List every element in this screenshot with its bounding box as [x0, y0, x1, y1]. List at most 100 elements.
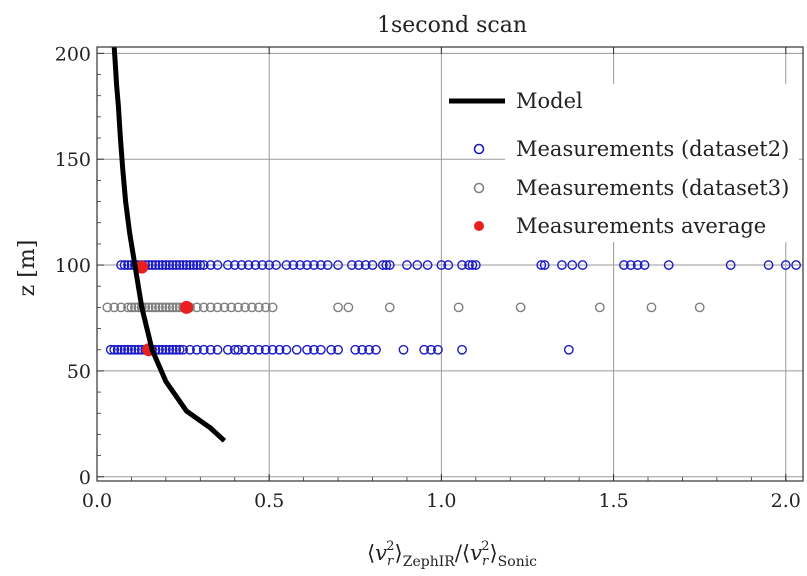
- point-measurements-dataset2: [309, 260, 319, 270]
- point-measurements-dataset3: [694, 302, 705, 313]
- point-measurements-dataset2: [157, 260, 168, 270]
- point-measurements-dataset2: [367, 260, 378, 270]
- point-measurements-dataset2: [302, 344, 312, 355]
- x-label-sub-r: r: [387, 554, 394, 569]
- x-label-slash: /: [455, 541, 463, 565]
- point-measurements-dataset2: [174, 344, 185, 355]
- point-measurements-dataset2: [457, 260, 467, 270]
- point-measurements-dataset2: [195, 260, 206, 270]
- point-measurements-average: [180, 300, 194, 314]
- plot-frame: [96, 46, 804, 482]
- point-measurements-dataset2: [274, 344, 285, 355]
- point-measurements-dataset3: [247, 302, 257, 313]
- point-measurements-dataset2: [185, 260, 195, 270]
- point-measurements-dataset3: [205, 302, 216, 313]
- plot-area: [102, 47, 802, 443]
- point-measurements-dataset3: [102, 302, 113, 313]
- point-measurements-dataset2: [625, 260, 636, 270]
- x-label-sub-r-2: r: [482, 554, 489, 569]
- point-measurements-dataset2: [123, 344, 133, 355]
- point-measurements-dataset2: [577, 260, 588, 270]
- point-measurements-dataset2: [350, 344, 361, 355]
- legend: Model Measurements (dataset2) Measuremen…: [449, 84, 799, 242]
- point-measurements-dataset2: [264, 260, 275, 270]
- point-measurements-dataset2: [295, 260, 306, 270]
- x-label-sub-a: ZephIR: [403, 554, 456, 570]
- point-measurements-dataset2: [632, 260, 643, 270]
- point-measurements-dataset3: [123, 302, 133, 313]
- legend-average-label: Measurements average: [516, 214, 766, 238]
- legend-dataset2-label: Measurements (dataset2): [516, 137, 789, 161]
- point-measurements-dataset2: [198, 260, 209, 270]
- point-measurements-dataset2: [129, 344, 140, 355]
- x-label-sup: 2: [386, 539, 394, 554]
- y-tick-label: 50: [67, 361, 91, 383]
- y-tick-label: 150: [55, 149, 91, 171]
- point-measurements-dataset2: [229, 344, 240, 355]
- point-measurements-dataset2: [150, 260, 161, 270]
- x-label-sup-2: 2: [481, 539, 489, 554]
- point-measurements-dataset2: [639, 260, 650, 270]
- legend-dataset3-label: Measurements (dataset3): [516, 176, 789, 200]
- point-measurements-dataset3: [143, 302, 154, 313]
- point-measurements-dataset2: [443, 260, 454, 270]
- point-measurements-dataset2: [212, 260, 223, 270]
- point-measurements-dataset2: [288, 260, 299, 270]
- point-measurements-dataset3: [129, 302, 140, 313]
- point-measurements-dataset2: [467, 260, 478, 270]
- point-measurements-dataset2: [109, 344, 120, 355]
- point-measurements-dataset2: [205, 344, 216, 355]
- point-measurements-dataset2: [315, 260, 326, 270]
- point-measurements-dataset3: [150, 302, 161, 313]
- point-measurements-dataset2: [164, 344, 175, 355]
- y-tick-label: 100: [55, 255, 91, 277]
- point-measurements-dataset3: [219, 302, 230, 313]
- point-measurements-dataset2: [178, 344, 188, 355]
- point-measurements-dataset2: [333, 260, 343, 270]
- point-measurements-dataset2: [105, 344, 116, 355]
- point-measurements-dataset2: [422, 260, 433, 270]
- x-axis-label: ⟨vr2⟩ZephIR/⟨vr2⟩Sonic: [367, 539, 537, 570]
- point-measurements-dataset3: [343, 302, 354, 313]
- legend-model-label: Model: [516, 89, 583, 113]
- x-tick-label: 0.0: [82, 490, 112, 512]
- point-measurements-dataset2: [426, 344, 436, 355]
- point-measurements-dataset2: [433, 344, 443, 355]
- point-measurements-dataset2: [222, 344, 233, 355]
- point-measurements-dataset3: [333, 302, 343, 313]
- point-measurements-dataset2: [398, 344, 409, 355]
- point-measurements-dataset2: [619, 260, 629, 270]
- point-measurements-dataset3: [160, 302, 171, 313]
- point-measurements-dataset2: [171, 344, 182, 355]
- point-measurements-dataset2: [563, 344, 574, 355]
- point-measurements-dataset2: [663, 260, 674, 270]
- point-measurements-dataset2: [154, 260, 164, 270]
- point-measurements-dataset2: [281, 344, 292, 355]
- legend-dataset2-swatch: [473, 143, 485, 155]
- point-measurements-dataset2: [253, 344, 264, 355]
- point-measurements-dataset2: [126, 344, 137, 355]
- point-measurements-dataset2: [123, 260, 133, 270]
- point-measurements-dataset3: [126, 302, 137, 313]
- point-measurements-dataset2: [377, 260, 388, 270]
- x-tick-label: 2.0: [771, 490, 801, 512]
- point-measurements-dataset3: [109, 302, 120, 313]
- point-measurements-dataset2: [119, 344, 130, 355]
- point-measurements-dataset2: [185, 344, 195, 355]
- point-measurements-dataset2: [171, 260, 182, 270]
- x-label-open-2: ⟨: [462, 541, 470, 565]
- point-measurements-dataset2: [371, 344, 381, 355]
- point-measurements-dataset2: [291, 344, 302, 355]
- point-measurements-dataset3: [253, 302, 264, 313]
- point-measurements-dataset2: [240, 344, 250, 355]
- point-measurements-dataset2: [112, 344, 123, 355]
- point-measurements-dataset2: [205, 260, 216, 270]
- x-tick-label: 1.5: [598, 490, 628, 512]
- point-measurements-dataset3: [384, 302, 395, 313]
- point-measurements-dataset2: [457, 344, 467, 355]
- point-measurements-dataset2: [233, 344, 244, 355]
- point-measurements-dataset3: [167, 302, 178, 313]
- point-measurements-dataset3: [233, 302, 244, 313]
- model-line: [111, 47, 227, 443]
- point-measurements-dataset3: [226, 302, 237, 313]
